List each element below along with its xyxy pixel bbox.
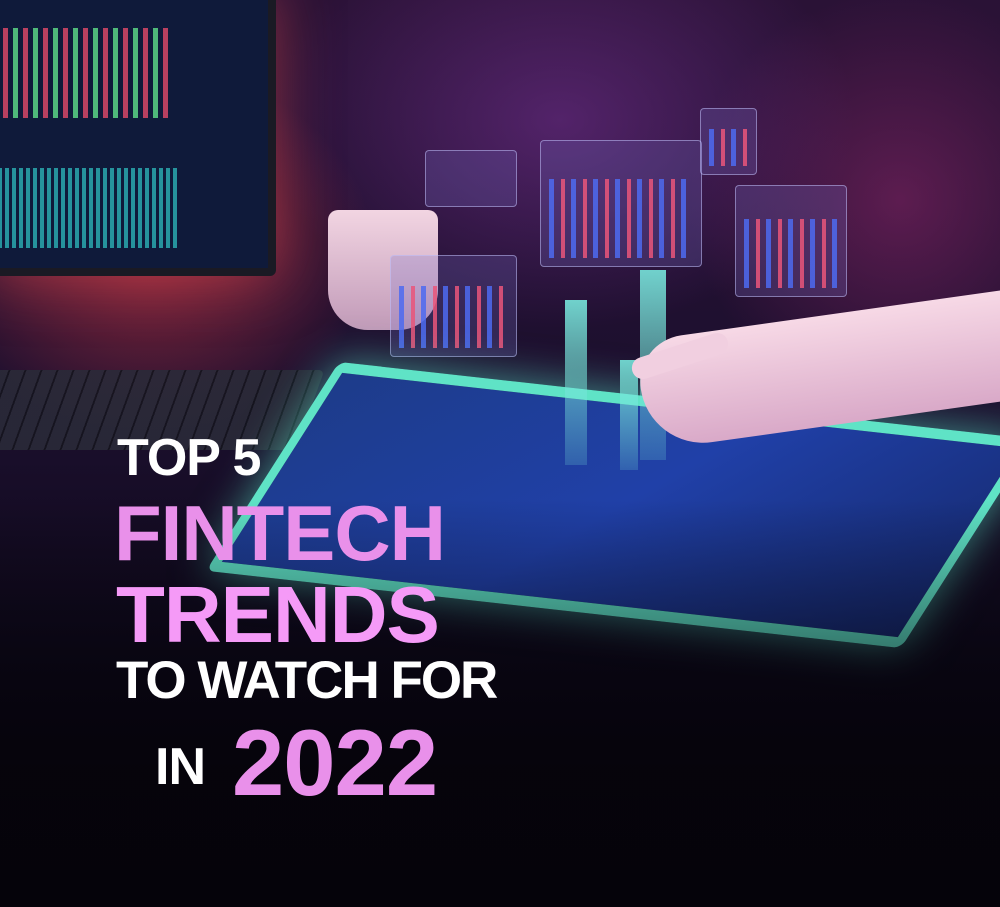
- headline-line-fintech: FINTECH: [114, 489, 446, 577]
- headline-line-trends: TRENDS: [116, 570, 440, 659]
- headline-year: 2022: [232, 710, 438, 815]
- headline-line-to-watch-for: TO WATCH FOR: [116, 651, 498, 710]
- headline-in: IN: [155, 738, 206, 796]
- headline-line-top5: TOP 5: [117, 429, 261, 487]
